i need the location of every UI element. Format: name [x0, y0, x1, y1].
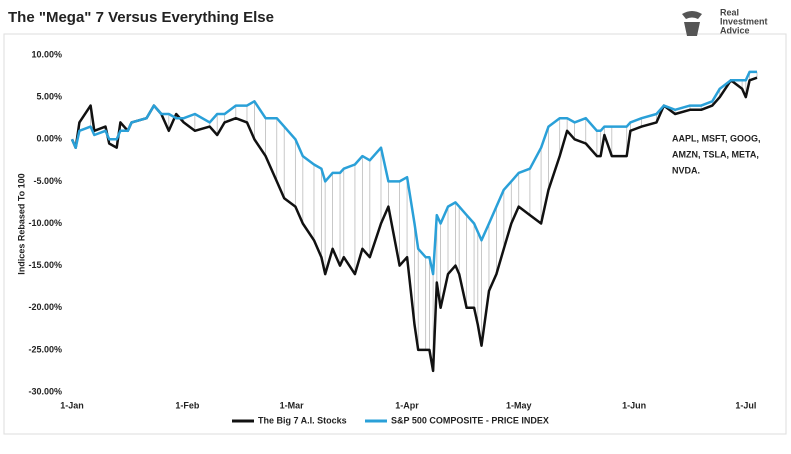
x-tick-label: 1-Jun — [622, 400, 646, 410]
series-line — [70, 76, 758, 373]
x-tick-label: 1-Apr — [395, 400, 419, 410]
y-axis-label: Indices Rebased To 100 — [16, 173, 26, 274]
y-tick-label: 10.00% — [31, 49, 62, 59]
chart-title: The "Mega" 7 Versus Everything Else — [8, 9, 274, 26]
annotation: AAPL, MSFT, GOOG, — [672, 133, 761, 143]
x-tick-label: 1-Jan — [60, 400, 84, 410]
x-tick-label: 1-Mar — [280, 400, 305, 410]
annotation: NVDA. — [672, 165, 700, 175]
y-tick-label: -25.00% — [28, 344, 62, 354]
legend-label: The Big 7 A.I. Stocks — [258, 415, 347, 425]
frame — [3, 33, 787, 435]
logo-text: Investment — [720, 16, 768, 26]
y-tick-label: -15.00% — [28, 260, 62, 270]
y-tick-label: -10.00% — [28, 218, 62, 228]
legend-label: S&P 500 COMPOSITE - PRICE INDEX — [391, 415, 549, 425]
y-tick-label: -30.00% — [28, 386, 62, 396]
annotation: AMZN, TSLA, META, — [672, 149, 759, 159]
y-tick-label: -20.00% — [28, 302, 62, 312]
y-tick-label: 0.00% — [36, 134, 62, 144]
x-tick-label: 1-Jul — [735, 400, 756, 410]
x-tick-label: 1-May — [506, 400, 532, 410]
logo-text: Real — [720, 7, 739, 17]
logo-text: Advice — [720, 25, 750, 35]
y-tick-label: 5.00% — [36, 92, 62, 102]
x-tick-label: 1-Feb — [175, 400, 200, 410]
y-tick-label: -5.00% — [33, 176, 62, 186]
logo-icon — [682, 11, 702, 36]
series-line — [70, 70, 757, 276]
